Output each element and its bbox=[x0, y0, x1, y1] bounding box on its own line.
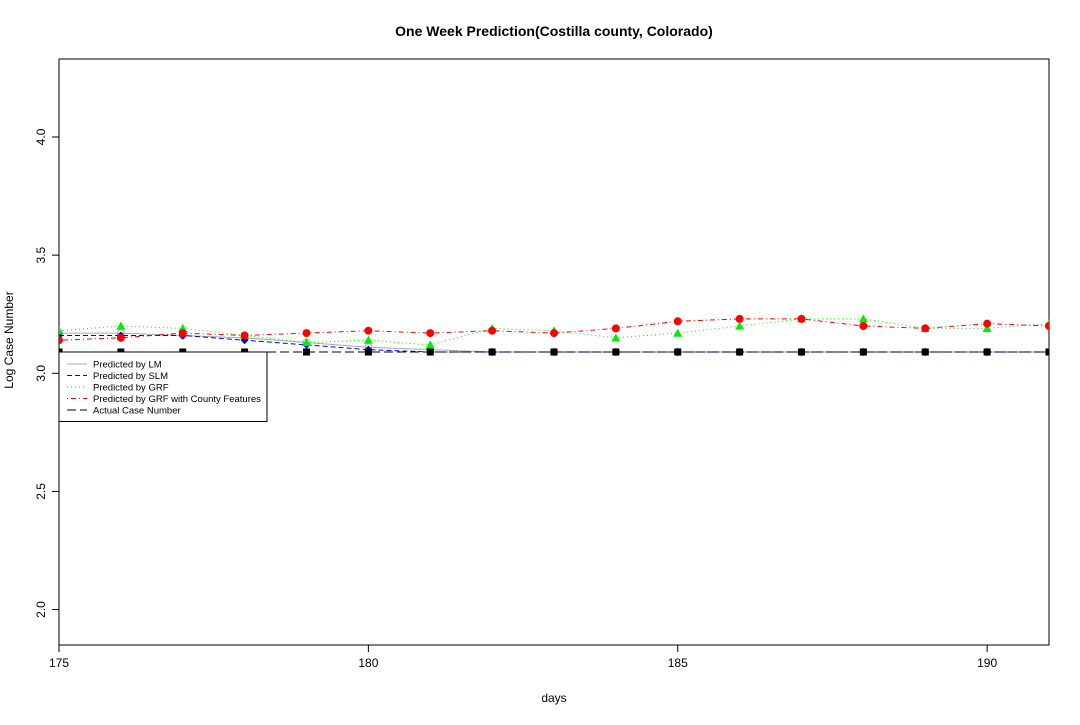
y-tick-label: 2.0 bbox=[34, 601, 48, 618]
data-point bbox=[302, 329, 311, 338]
data-point bbox=[302, 338, 311, 347]
data-point bbox=[550, 329, 558, 338]
data-point bbox=[611, 333, 621, 342]
data-point bbox=[116, 333, 125, 342]
data-point bbox=[858, 314, 868, 323]
y-axis-label: Log Case Number bbox=[2, 291, 16, 388]
data-point bbox=[488, 326, 497, 335]
x-tick-label: 185 bbox=[668, 656, 688, 670]
data-point bbox=[426, 329, 435, 338]
data-point bbox=[425, 340, 435, 349]
x-axis: 175 180 185 190 bbox=[49, 645, 997, 670]
data-point bbox=[982, 323, 992, 332]
data-point bbox=[59, 326, 64, 335]
data-point bbox=[59, 336, 63, 345]
x-axis-label: days bbox=[541, 691, 566, 705]
y-tick-label: 3.0 bbox=[34, 365, 48, 382]
series-layer bbox=[59, 314, 1049, 356]
y-tick-label: 2.5 bbox=[34, 483, 48, 500]
data-point bbox=[178, 329, 187, 338]
legend-label: Predicted by SLM bbox=[93, 371, 168, 382]
legend-item: Predicted by SLM bbox=[67, 371, 168, 382]
data-point bbox=[735, 321, 745, 330]
data-point bbox=[797, 314, 806, 323]
data-point bbox=[488, 348, 496, 356]
data-point bbox=[116, 321, 126, 330]
data-point bbox=[364, 348, 372, 356]
legend-item: Predicted by LM bbox=[67, 360, 162, 371]
data-point bbox=[798, 348, 805, 356]
data-point bbox=[735, 314, 744, 323]
data-point bbox=[673, 328, 683, 337]
data-point bbox=[921, 324, 930, 333]
data-point bbox=[859, 348, 867, 356]
data-point bbox=[240, 331, 249, 340]
legend-label: Actual Case Number bbox=[93, 406, 181, 417]
data-point bbox=[736, 348, 744, 356]
data-point bbox=[363, 335, 373, 344]
data-point bbox=[983, 348, 991, 356]
data-point bbox=[550, 348, 558, 356]
legend-box bbox=[58, 351, 268, 422]
data-point bbox=[1045, 348, 1049, 356]
data-point bbox=[364, 326, 373, 335]
x-tick-label: 190 bbox=[977, 656, 997, 670]
legend-item: Actual Case Number bbox=[67, 406, 181, 417]
legend-item: Predicted by GRF bbox=[67, 383, 169, 394]
data-point bbox=[983, 319, 992, 328]
series-predicted-by-grf-with-county-features bbox=[59, 314, 1049, 345]
y-axis: 2.0 2.5 3.0 3.5 4.0 bbox=[34, 128, 59, 618]
data-point bbox=[674, 348, 682, 356]
data-point bbox=[1045, 322, 1049, 331]
data-point bbox=[303, 348, 310, 356]
legend-item: Predicted by GRF with County Features bbox=[67, 394, 261, 405]
y-tick-label: 4.0 bbox=[34, 128, 48, 145]
data-point bbox=[921, 348, 929, 356]
data-point bbox=[859, 322, 868, 331]
x-tick-label: 175 bbox=[49, 656, 69, 670]
data-point bbox=[673, 317, 682, 326]
x-tick-label: 180 bbox=[358, 656, 378, 670]
data-point bbox=[611, 324, 620, 333]
data-point bbox=[612, 348, 620, 356]
data-point bbox=[426, 348, 434, 356]
legend-label: Predicted by LM bbox=[93, 360, 162, 371]
chart-title: One Week Prediction(Costilla county, Col… bbox=[395, 23, 713, 39]
legend-label: Predicted by GRF with County Features bbox=[93, 394, 261, 405]
y-tick-label: 3.5 bbox=[34, 246, 48, 263]
legend-label: Predicted by GRF bbox=[93, 383, 169, 394]
